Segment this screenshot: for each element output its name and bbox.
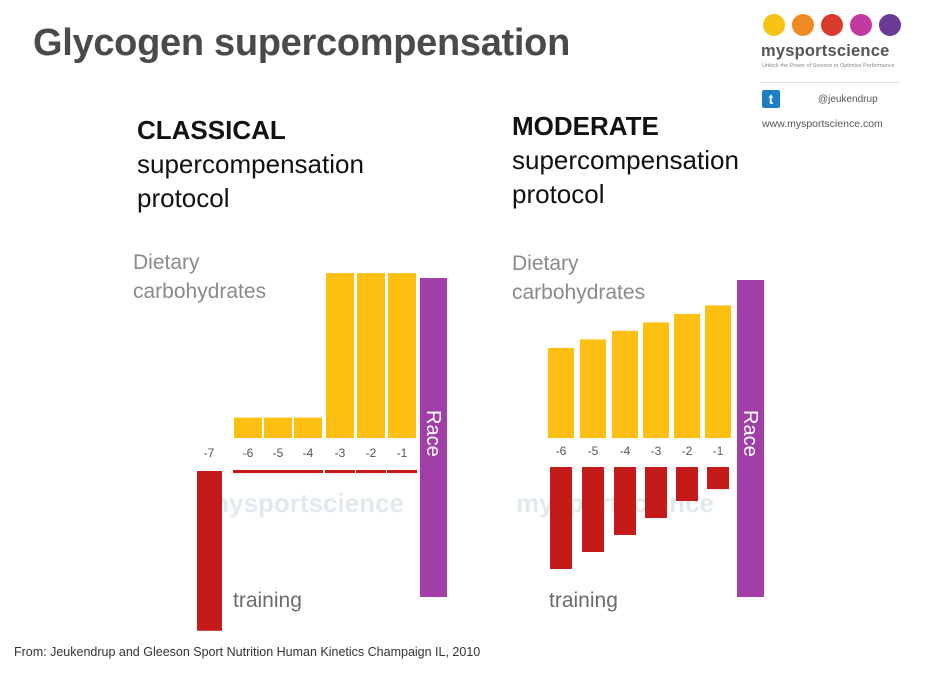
tick-label-day-4: -4: [620, 444, 631, 458]
training-bar-day-1: [387, 470, 417, 474]
logo-name: mysportscience: [761, 42, 890, 60]
moderate-dietary-label-line-1: Dietary: [512, 252, 579, 275]
tick-label-day-1: -1: [397, 446, 408, 460]
training-bar-day-1: [707, 467, 729, 490]
logo-dot-3: [821, 14, 843, 36]
classical-training-label: training: [233, 589, 302, 612]
watermark-left: mysportscience: [206, 488, 404, 518]
tick-label-day-5: -5: [273, 446, 284, 460]
classical-dietary-label-line-1: Dietary: [133, 251, 200, 274]
moderate-title-line-2: supercompensation: [512, 145, 739, 175]
moderate-title-line-3: protocol: [512, 179, 605, 209]
logo-dot-4: [850, 14, 872, 36]
logo-url: www.mysportscience.com: [762, 118, 883, 130]
moderate-dietary-label: Dietary carbohydrates: [512, 249, 645, 307]
race-label: Race: [422, 410, 444, 457]
carb-bar-day-5: [264, 417, 292, 438]
twitter-icon: t: [762, 90, 780, 108]
carb-bar-day-6: [234, 417, 262, 438]
tick-label-day-7: -7: [204, 446, 215, 460]
classical-title-line-1: CLASSICAL: [137, 115, 286, 145]
page-title: Glycogen supercompensation: [33, 22, 570, 64]
carb-bar-day-2: [674, 313, 700, 438]
tick-label-day-6: -6: [556, 444, 567, 458]
classical-protocol-title: CLASSICAL supercompensation protocol: [137, 113, 364, 215]
moderate-protocol-title: MODERATE supercompensation protocol: [512, 109, 739, 211]
moderate-training-label: training: [549, 589, 618, 612]
tick-label-day-2: -2: [682, 444, 693, 458]
moderate-dietary-label-line-2: carbohydrates: [512, 281, 646, 304]
classical-dietary-label-line-2: carbohydrates: [133, 280, 267, 303]
carb-bar-day-1: [388, 273, 416, 438]
logo-tagline: Unlock the Power of Science to Optimize …: [762, 63, 895, 69]
tick-label-day-5: -5: [588, 444, 599, 458]
carb-bar-day-6: [548, 347, 574, 438]
tick-label-day-3: -3: [335, 446, 346, 460]
logo-dot-1: [763, 14, 785, 36]
carb-bar-day-5: [580, 339, 606, 438]
tick-label-day-3: -3: [651, 444, 662, 458]
training-bar-day-2: [676, 467, 698, 501]
carb-bar-day-1: [705, 305, 731, 438]
classical-title-line-3: protocol: [137, 183, 230, 213]
tick-label-day-1: -1: [713, 444, 724, 458]
training-bar-day-4: [614, 467, 636, 535]
moderate-title-line-1: MODERATE: [512, 111, 659, 141]
training-bar-day-5: [582, 467, 604, 552]
source-citation: From: Jeukendrup and Gleeson Sport Nutri…: [14, 645, 481, 659]
race-label: Race: [739, 410, 761, 457]
training-bar-day-6: [233, 470, 263, 474]
logo-divider: [760, 82, 900, 83]
race-bar: [420, 278, 447, 597]
tick-label-day-4: -4: [303, 446, 314, 460]
carb-bar-day-3: [326, 273, 354, 438]
mysportscience-logo: mysportscience Unlock the Power of Scien…: [756, 8, 904, 134]
classical-title-line-2: supercompensation: [137, 149, 364, 179]
logo-dot-5: [879, 14, 901, 36]
training-bar-day-3: [645, 467, 667, 518]
classical-dietary-label: Dietary carbohydrates: [133, 248, 266, 306]
twitter-handle: @jeukendrup: [818, 94, 878, 105]
training-bar-day-7: [197, 471, 222, 631]
logo-dots: [763, 14, 901, 36]
training-bar-day-4: [293, 470, 323, 474]
tick-label-day-2: -2: [366, 446, 377, 460]
carb-bar-day-4: [612, 330, 638, 438]
tick-label-day-6: -6: [243, 446, 254, 460]
race-bar: [737, 280, 764, 597]
training-bar-day-5: [263, 470, 293, 474]
carb-bar-day-4: [294, 417, 322, 438]
training-bar-day-2: [356, 470, 386, 474]
training-bar-day-6: [550, 467, 572, 569]
training-bar-day-3: [325, 470, 355, 474]
carb-bar-day-2: [357, 273, 385, 438]
logo-dot-2: [792, 14, 814, 36]
carb-bar-day-3: [643, 322, 669, 438]
